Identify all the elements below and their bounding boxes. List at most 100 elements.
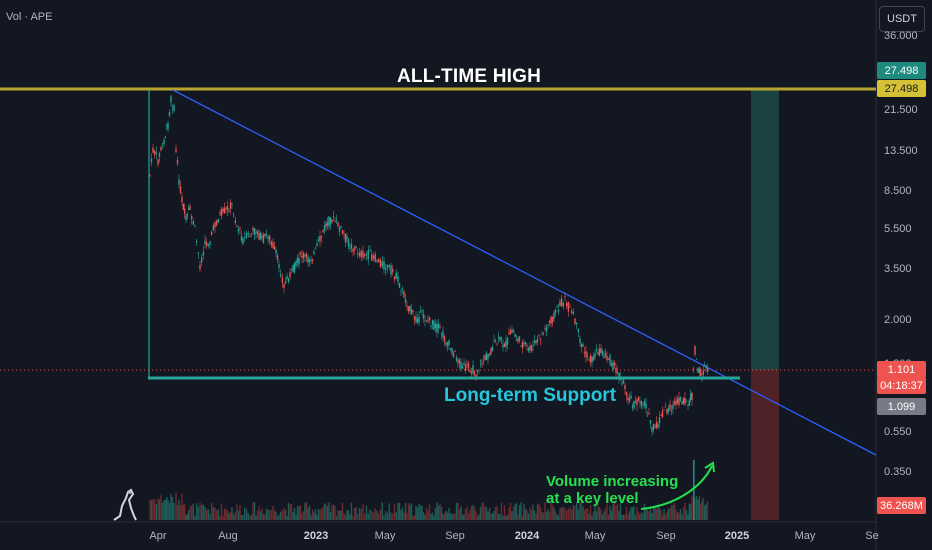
candle-body bbox=[207, 243, 210, 246]
volume-bar bbox=[364, 513, 366, 520]
volume-bar bbox=[267, 509, 269, 520]
volume-bar bbox=[308, 505, 311, 520]
volume-bar bbox=[636, 506, 638, 520]
candle-body bbox=[378, 258, 380, 263]
volume-bar bbox=[521, 515, 524, 520]
candle-body bbox=[520, 345, 522, 347]
volume-bar bbox=[197, 506, 200, 520]
candle-body bbox=[390, 265, 392, 275]
candle-body bbox=[175, 148, 177, 152]
volume-bar bbox=[175, 492, 177, 520]
candle-body bbox=[182, 203, 185, 210]
volume-bar bbox=[448, 507, 450, 520]
candle-body bbox=[461, 365, 464, 369]
volume-bar bbox=[311, 509, 314, 520]
candle-body bbox=[592, 357, 595, 361]
volume-bar bbox=[622, 515, 625, 520]
volume-bar bbox=[530, 509, 533, 520]
volume-bar bbox=[427, 510, 429, 520]
volume-bar bbox=[452, 513, 455, 520]
volume-bar bbox=[485, 507, 488, 520]
candle-body bbox=[430, 325, 432, 327]
volume-bar bbox=[527, 513, 530, 520]
volume-bar bbox=[270, 510, 273, 520]
candle-body bbox=[487, 354, 489, 359]
candle-body bbox=[199, 264, 201, 270]
candle-body bbox=[551, 316, 554, 323]
volume-bar bbox=[220, 503, 223, 520]
projection-profit-zone[interactable] bbox=[751, 90, 779, 370]
volume-bar bbox=[310, 515, 312, 520]
volume-bar bbox=[446, 512, 449, 520]
candle-body bbox=[335, 219, 338, 221]
candle-body bbox=[673, 401, 676, 405]
candle-body bbox=[302, 253, 305, 258]
candle-body bbox=[613, 362, 616, 366]
volume-bar bbox=[409, 505, 411, 520]
volume-bar bbox=[236, 504, 238, 520]
volume-bar bbox=[287, 502, 290, 520]
candle-body bbox=[512, 330, 515, 333]
volume-bar bbox=[412, 515, 414, 520]
candle-body bbox=[265, 234, 268, 236]
volume-bar bbox=[572, 504, 575, 520]
candle-body bbox=[314, 247, 317, 249]
candle-body bbox=[544, 328, 546, 330]
candle-body bbox=[305, 253, 308, 257]
support-annotation[interactable]: Long-term Support bbox=[444, 385, 617, 406]
candle-body bbox=[569, 306, 571, 308]
candle-body bbox=[231, 203, 233, 205]
candle-body bbox=[564, 296, 566, 297]
volume-bar bbox=[413, 515, 416, 520]
volume-bar bbox=[454, 513, 456, 520]
candle-body bbox=[655, 422, 658, 428]
volume-bar bbox=[458, 509, 461, 520]
candle-body bbox=[371, 254, 373, 261]
volume-bar bbox=[618, 510, 620, 520]
candle-body bbox=[379, 260, 382, 268]
candle-body bbox=[580, 343, 583, 348]
candle-body bbox=[215, 220, 218, 225]
candle-body bbox=[464, 365, 467, 371]
candle-body bbox=[521, 342, 524, 349]
volume-bar bbox=[451, 513, 453, 520]
volume-bar bbox=[425, 507, 428, 520]
ath-annotation[interactable]: ALL-TIME HIGH bbox=[397, 66, 542, 87]
candle-body bbox=[350, 244, 353, 249]
volume-bar bbox=[481, 503, 483, 520]
candle-body bbox=[316, 243, 318, 246]
price-tick: 21.500 bbox=[884, 104, 918, 116]
volume-bar bbox=[406, 512, 408, 520]
volume-bar bbox=[232, 514, 235, 520]
volume-bar bbox=[651, 513, 653, 520]
candle-body bbox=[579, 338, 581, 343]
volume-annotation[interactable]: Volume increasing at a key level bbox=[546, 473, 678, 507]
volume-bar bbox=[386, 512, 389, 520]
volume-bar bbox=[298, 506, 300, 520]
candle-body bbox=[642, 404, 644, 406]
volume-bar bbox=[355, 507, 357, 520]
projection-loss-zone[interactable] bbox=[751, 370, 779, 520]
volume-bar bbox=[365, 505, 368, 520]
indicator-label[interactable]: Vol · APE bbox=[6, 11, 53, 23]
volume-tag: 36.268M bbox=[877, 497, 926, 514]
volume-bar bbox=[209, 513, 211, 520]
volume-bar bbox=[463, 514, 465, 520]
volume-bar bbox=[595, 511, 598, 520]
volume-bar bbox=[433, 515, 435, 520]
volume-bar bbox=[628, 511, 631, 520]
candle-body bbox=[591, 356, 593, 363]
volume-bar bbox=[244, 507, 246, 520]
candle-body bbox=[355, 246, 357, 248]
candle-body bbox=[570, 311, 573, 313]
volume-bar bbox=[505, 515, 507, 520]
volume-bar bbox=[589, 504, 592, 520]
volume-bar bbox=[702, 497, 705, 520]
currency-button[interactable]: USDT bbox=[879, 6, 925, 32]
volume-bar bbox=[679, 508, 682, 520]
candle-body bbox=[497, 336, 500, 338]
candle-body bbox=[165, 125, 168, 127]
volume-bar bbox=[541, 512, 543, 520]
descending-trendline[interactable] bbox=[172, 89, 877, 456]
